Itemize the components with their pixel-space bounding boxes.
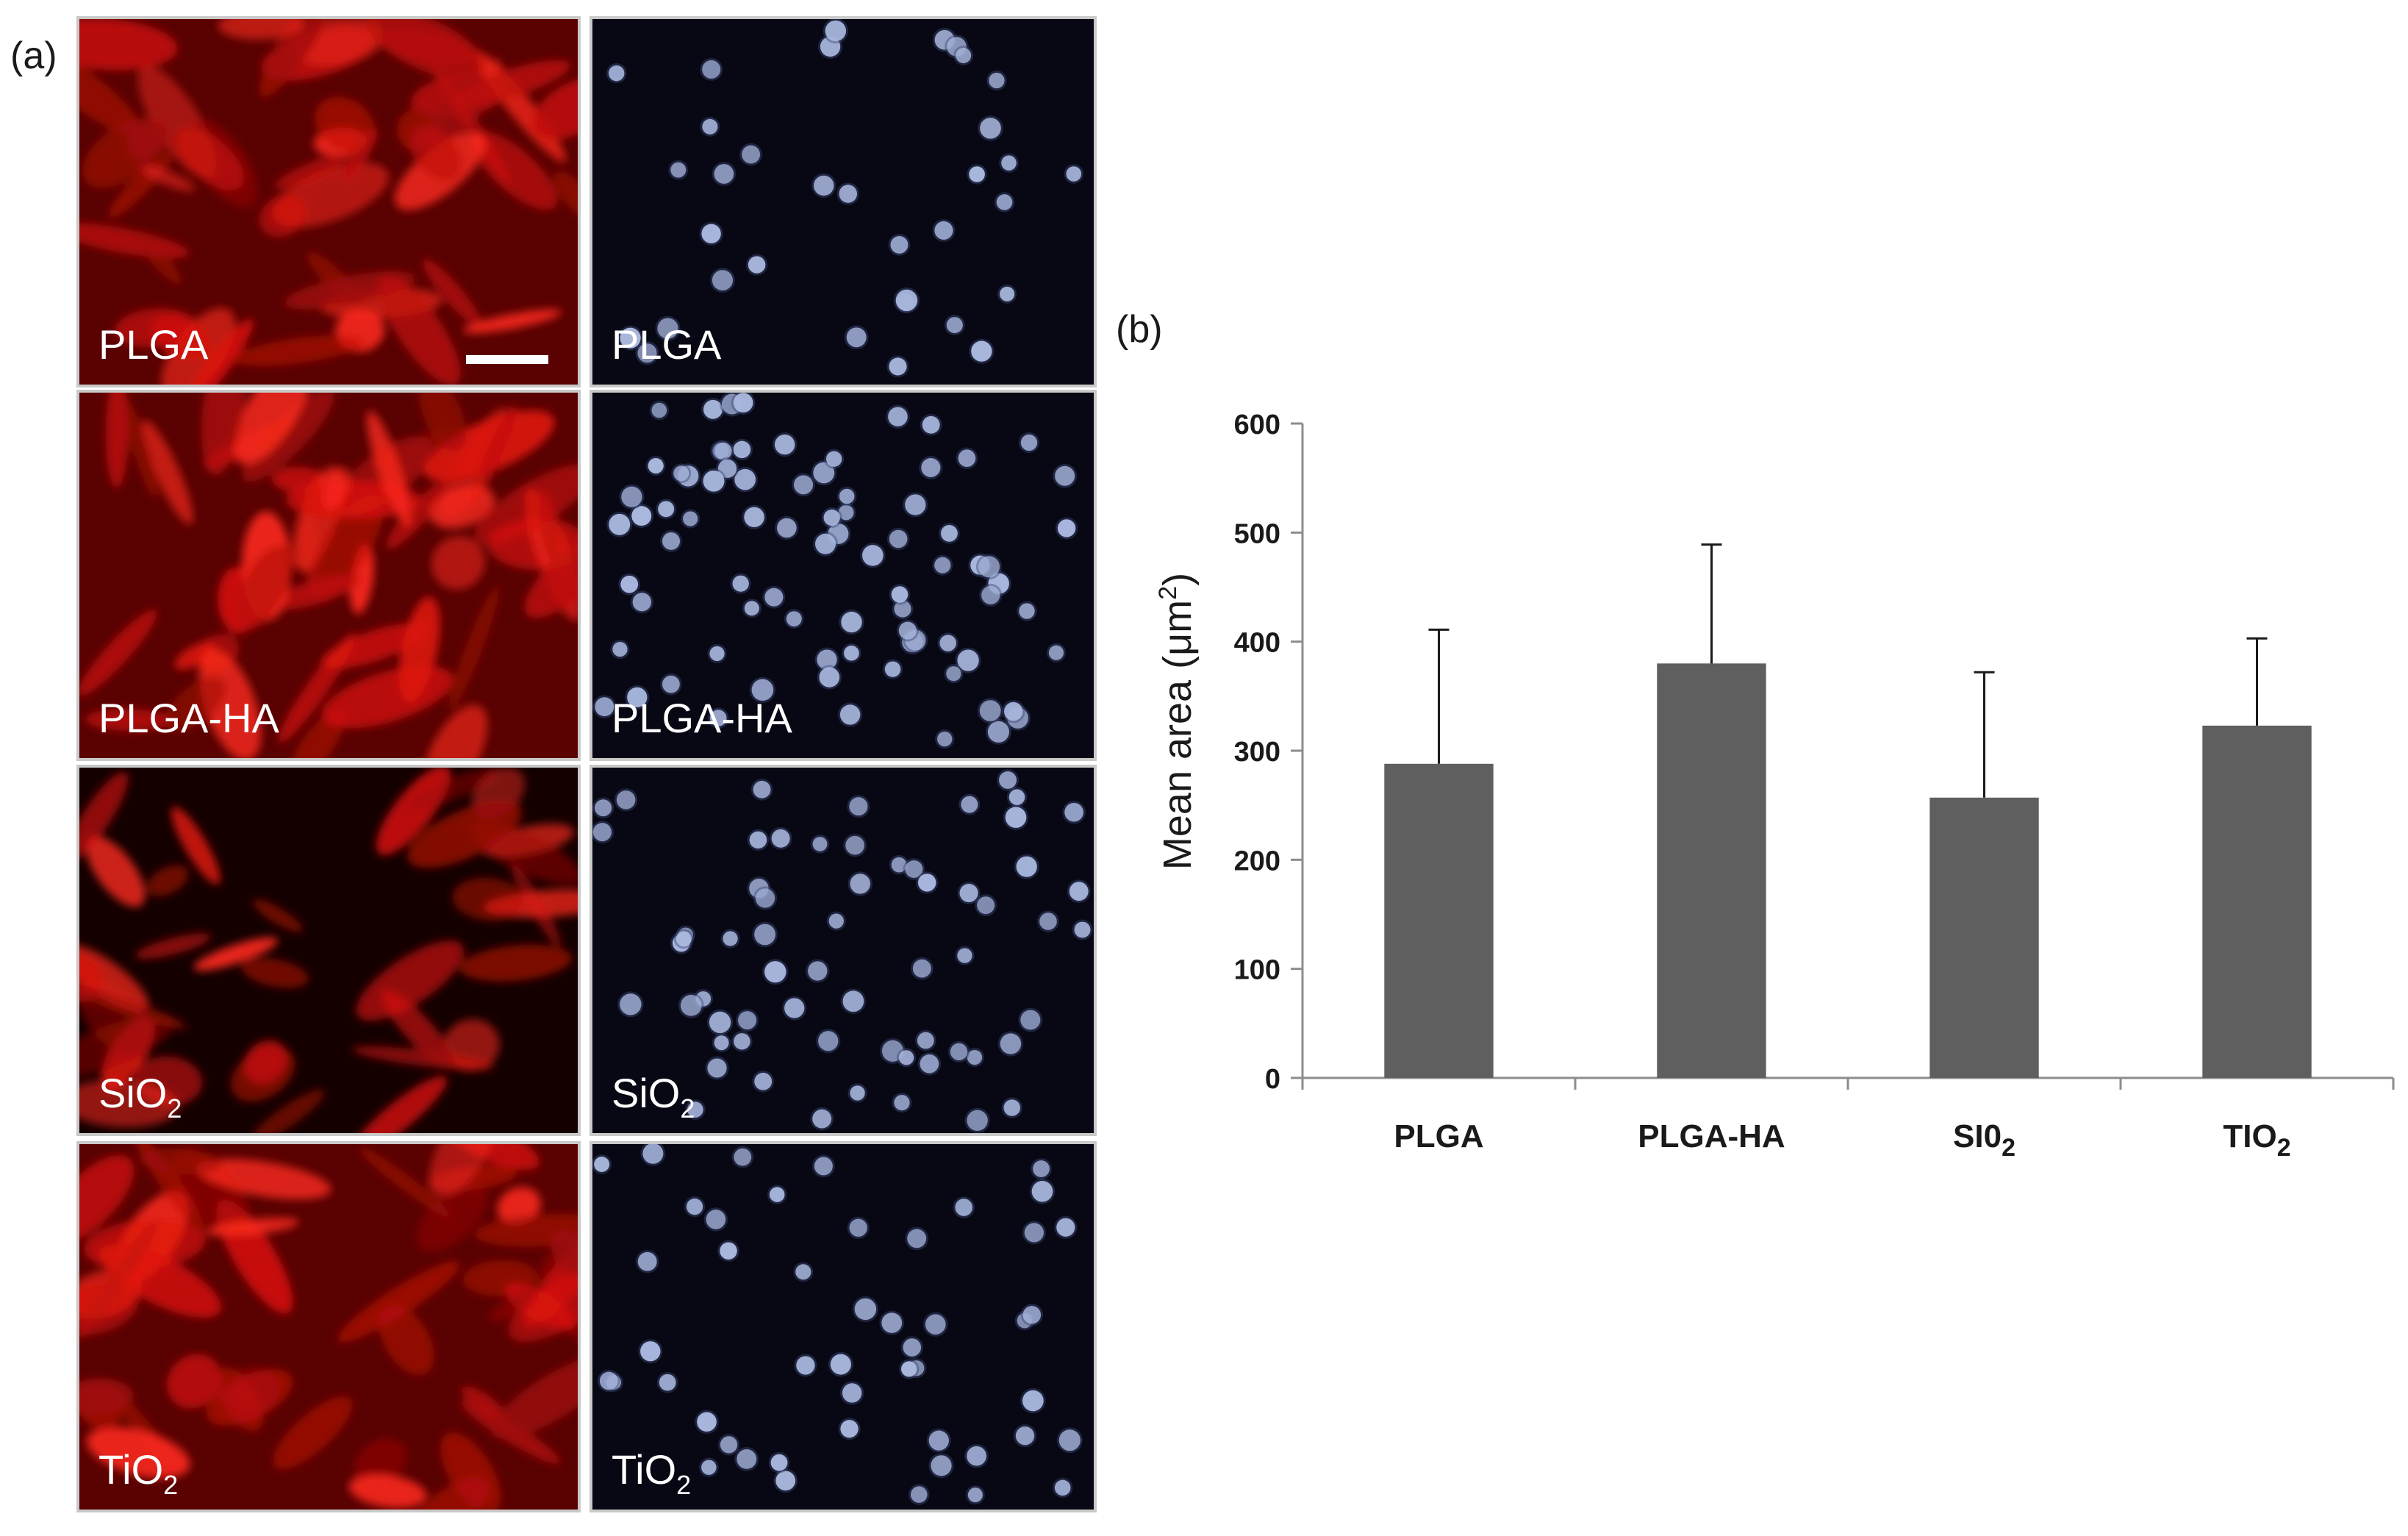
x-tick-label-text: PLGA-HA <box>1638 1118 1785 1154</box>
scale-bar <box>466 355 548 364</box>
x-tick-label-subscript: 2 <box>2002 1134 2015 1162</box>
nuclei-micrograph-sio2: SiO2 <box>590 765 1097 1136</box>
micrograph-texture <box>592 393 1078 749</box>
micrograph-label-text: PLGA-HA <box>612 695 792 741</box>
x-tick-label-text: TIO <box>2223 1118 2276 1154</box>
actin-micrograph-sio2: SiO2 <box>76 765 581 1136</box>
y-tick-label: 200 <box>1234 846 1280 876</box>
y-tick-label: 400 <box>1234 628 1280 659</box>
x-tick-label-text: SI0 <box>1953 1118 2002 1154</box>
micrograph-texture <box>606 19 1084 378</box>
actin-micrograph-plga: PLGA <box>76 16 581 387</box>
micrograph-texture <box>592 769 1093 1133</box>
micrograph-texture <box>79 768 578 1133</box>
x-tick-label-subscript: 2 <box>2277 1134 2291 1162</box>
bar-plga <box>1384 763 1494 1078</box>
micrograph-label-text: TiO <box>98 1446 164 1493</box>
micrograph-label-tio2: TiO2 <box>612 1446 691 1500</box>
y-axis-title-suffix: ) <box>1155 573 1200 586</box>
bar-si0 <box>1929 797 2039 1078</box>
micrograph-label-text: PLGA <box>98 321 209 368</box>
micrograph-label-text: SiO <box>98 1070 168 1116</box>
actin-micrograph-plgaha: PLGA-HA <box>76 390 581 761</box>
y-tick-label: 500 <box>1234 518 1280 549</box>
micrograph-label-subscript: 2 <box>680 1093 695 1124</box>
micrograph-texture <box>79 19 578 385</box>
micrograph-label-subscript: 2 <box>676 1470 692 1500</box>
micrograph-label-plga: PLGA <box>612 321 721 368</box>
bar-plga-ha <box>1657 663 1766 1078</box>
x-tick-label: PLGA <box>1394 1118 1483 1154</box>
micrograph-texture <box>79 1144 578 1510</box>
y-axis-title-superscript: 2 <box>1154 586 1182 600</box>
error-bar-plga <box>1428 628 1450 764</box>
error-bar-plga-ha <box>1701 543 1722 664</box>
x-tick-label: SI02 <box>1953 1118 2015 1162</box>
micrograph-label-text: SiO <box>612 1070 681 1116</box>
y-axis-title: Mean area (μm2) <box>1154 573 1200 870</box>
panel-label-a: (a) <box>10 35 57 77</box>
x-tick-label-text: PLGA <box>1394 1118 1483 1154</box>
micrograph-label-text: PLGA <box>612 321 722 368</box>
y-tick-label: 600 <box>1234 410 1280 440</box>
y-tick-label: 0 <box>1265 1064 1280 1095</box>
y-tick-label: 300 <box>1234 737 1280 768</box>
x-tick-label: PLGA-HA <box>1638 1118 1785 1154</box>
panel-label-b: (b) <box>1116 308 1163 351</box>
x-tick-label: TIO2 <box>2223 1118 2290 1162</box>
micrograph-label-subscript: 2 <box>163 1470 179 1500</box>
y-tick-label: 100 <box>1234 955 1280 986</box>
micrograph-texture <box>79 393 578 758</box>
micrograph-label-tio2: TiO2 <box>98 1446 178 1500</box>
error-bar-tio <box>2246 637 2268 726</box>
nuclei-micrograph-plga: PLGA <box>590 16 1097 387</box>
micrograph-label-plgaha: PLGA-HA <box>612 694 792 742</box>
micrograph-texture <box>592 1144 1083 1505</box>
actin-micrograph-tio2: TiO2 <box>76 1141 581 1512</box>
error-bar-si0 <box>1974 671 1995 798</box>
micrograph-label-plgaha: PLGA-HA <box>98 694 279 742</box>
micrograph-label-text: TiO <box>612 1446 677 1493</box>
nuclei-micrograph-plgaha: PLGA-HA <box>590 390 1097 761</box>
micrograph-label-sio2: SiO2 <box>98 1069 182 1124</box>
y-axis-title-text: Mean area (μm <box>1155 600 1200 870</box>
nuclei-micrograph-tio2: TiO2 <box>590 1141 1097 1512</box>
bar-tio <box>2202 725 2312 1078</box>
micrograph-label-text: PLGA-HA <box>98 695 279 741</box>
micrograph-label-sio2: SiO2 <box>612 1069 695 1124</box>
micrograph-label-plga: PLGA <box>98 321 208 368</box>
micrograph-label-subscript: 2 <box>167 1093 182 1124</box>
